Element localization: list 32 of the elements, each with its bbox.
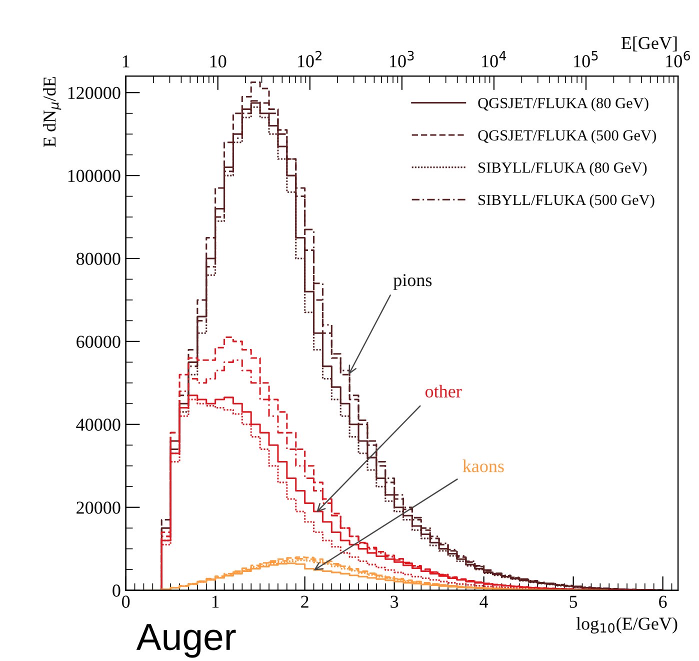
y-axis-title: E dN$_{μ}$/dE (43, 77, 62, 147)
x-tick-label: 5 (570, 596, 578, 608)
text: Auger (136, 624, 236, 658)
legend-label: SIBYLL/FLUKA (500 GeV) (478, 194, 654, 208)
x2-tick-label: 1 (122, 55, 130, 68)
x2-tick-label: 10$^{6}$ (666, 50, 690, 68)
y-tick-label: 120000 (68, 86, 120, 100)
y-tick-label: 80000 (76, 252, 120, 265)
x-tick-label: 4 (480, 596, 488, 608)
x2-tick-label: 10$^{5}$ (574, 51, 598, 68)
legend-label: QGSJET/FLUKA (80 GeV) (478, 97, 648, 112)
x2-axis-title: E[GeV] (621, 36, 677, 52)
x-tick-label: 1 (212, 596, 219, 608)
y-tick-label: 0 (112, 584, 120, 597)
legend-label: SIBYLL/FLUKA (80 GeV) (478, 162, 647, 176)
x2-tick-label: 10 (210, 55, 226, 68)
y-tick-label: 60000 (76, 336, 120, 348)
x-tick-label: 6 (659, 596, 667, 608)
y-tick-label: 20000 (76, 502, 120, 514)
x-tick-label: 0 (122, 596, 130, 608)
annotation: kaons (462, 460, 504, 472)
annotation: other (425, 384, 462, 398)
x-tick-label: 3 (390, 596, 398, 608)
x-tick-label: 2 (301, 596, 308, 608)
x2-tick-label: 10$^{4}$ (482, 51, 506, 68)
x2-tick-label: 10$^{2}$ (298, 50, 322, 68)
x2-tick-label: 10$^{3}$ (390, 50, 414, 68)
annotation: pions (393, 274, 432, 290)
y-tick-label: 100000 (68, 170, 120, 182)
y-tick-label: 40000 (76, 418, 120, 431)
x-axis-title: log$_{10}$(E/GeV) (576, 617, 678, 634)
legend-label: QGSJET/FLUKA (500 GeV) (478, 130, 656, 144)
